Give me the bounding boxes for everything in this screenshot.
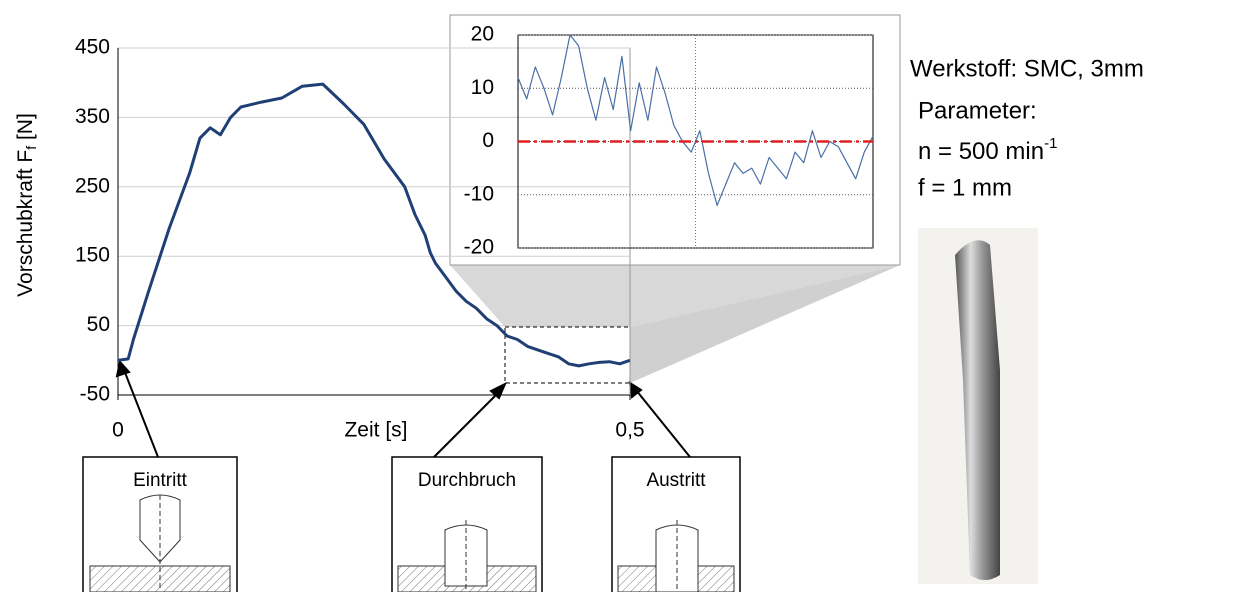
y-axis-label-main: Vorschubkraft F [14,150,37,297]
y-tick-label: 150 [75,244,110,267]
y-tick-label: -20 [464,236,494,259]
zoom-region [505,327,630,383]
y-tick-label: 450 [75,36,110,59]
y-tick-label: 250 [75,174,110,197]
y-tick-label: 20 [471,23,494,46]
param-n: n = 500 min-1 [918,135,1057,165]
layout [83,15,1038,592]
material-text: Werkstoff: SMC, 3mm [910,55,1144,82]
y-tick-label: -50 [80,383,110,406]
params-title: Parameter: [918,97,1037,124]
param-n-sup: -1 [1044,135,1057,152]
y-tick-label: 10 [471,76,494,99]
y-tick-label: -10 [464,182,494,205]
x-tick-label: 0,5 [615,419,644,442]
x-tick-label: 0 [112,419,124,442]
arrows [117,362,690,457]
x-axis-label: Zeit [s] [344,419,407,442]
param-f: f = 1 mm [918,174,1012,201]
figure: -50 50 150 250 350 450 0 0,5 Zeit [s] Vorschubkra… [0,0,1242,592]
y-axis-label-end: [N] [14,113,37,146]
y-axis-label: Vorschubkraft Ff [N] [14,113,39,297]
annotation: Durchbruch [418,470,516,491]
y-tick-label: 0 [482,129,494,152]
annotation: Eintritt [133,470,188,491]
annotation: Austritt [646,470,706,491]
y-tick-label: 50 [87,313,110,336]
y-tick-label: 350 [75,105,110,128]
param-n-main: n = 500 min [918,138,1044,165]
